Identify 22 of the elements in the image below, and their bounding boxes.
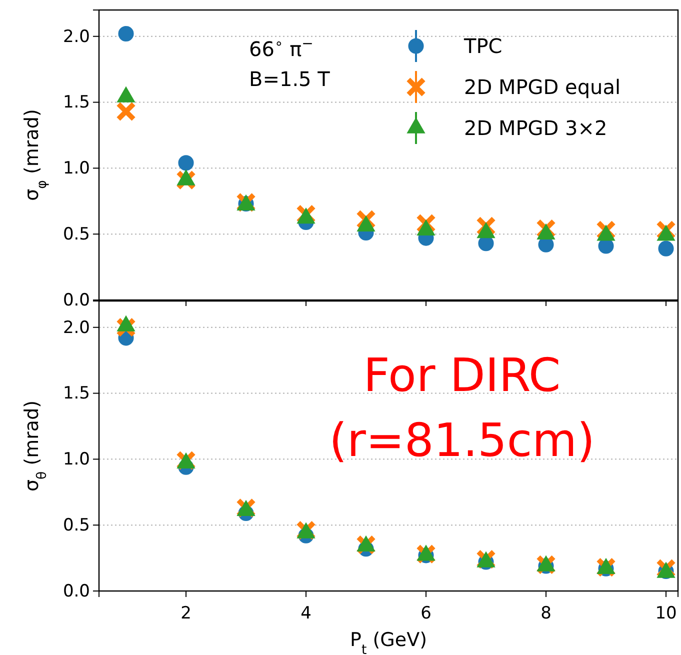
y-tick-label: 0.0 [62, 581, 90, 602]
y-tick-label: 1.0 [62, 158, 90, 179]
annotation: For DIRC (r=81.5cm) [329, 348, 595, 467]
x-tick-label: 10 [655, 604, 677, 624]
y-tick-label: 0.5 [62, 516, 90, 536]
y-tick-label: 2.0 [62, 26, 90, 47]
y-tick-label: 2.0 [62, 318, 90, 338]
x-tick-label: 8 [540, 604, 552, 624]
y-tick-label: 1.5 [62, 92, 90, 113]
legend-label: 2D MPGD equal [464, 75, 621, 99]
annotation: B=1.5 T [249, 67, 331, 91]
y-tick-label: 0.5 [62, 224, 90, 245]
annotation: 66$^{∘}$ π$^{−}$ [249, 36, 314, 61]
legend-label: TPC [463, 34, 502, 58]
legend-label: 2D MPGD 3×2 [464, 116, 608, 140]
y-tick-label: 0.0 [62, 290, 90, 310]
x-tick-label: 4 [300, 604, 312, 624]
x-tick-label: 2 [180, 604, 192, 624]
x-axis-title: P$_{t}$ (GeV) [350, 629, 427, 655]
x-tick-label: 6 [420, 604, 432, 624]
y-tick-label: 1.0 [62, 450, 90, 470]
y-tick-label: 1.5 [62, 384, 90, 404]
